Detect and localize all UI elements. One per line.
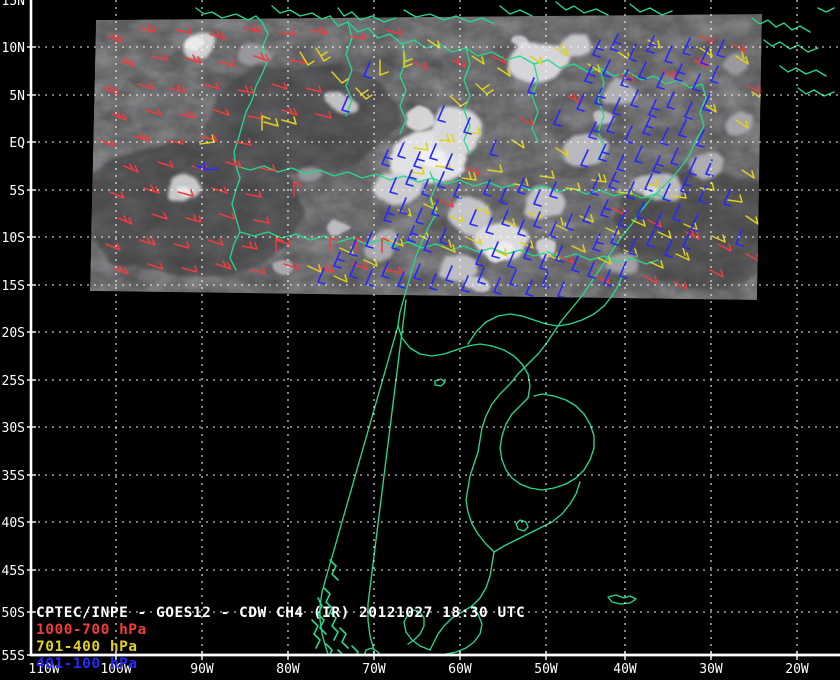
legend-entry-high: 401-100 hPa (36, 656, 138, 672)
x-tick-110W: 110W (28, 662, 59, 677)
gridlines (31, 0, 839, 655)
y-axis-tick-labels: 15N 10N 5N EQ 5S 10S 15S 20S 25S 30S 35S… (2, 0, 26, 664)
legend-entry-mid: 701-400 hPa (36, 639, 138, 655)
y-tick-15S: 15S (2, 279, 25, 294)
y-tick-15N: 15N (2, 0, 25, 9)
cloud-cluster-group-b (174, 38, 659, 293)
x-tick-30W: 30W (699, 662, 723, 677)
x-tick-60W: 60W (448, 662, 472, 677)
product-title: CPTEC/INPE - GOES12 - CDW CH4 (IR) 20121… (36, 605, 525, 621)
latitude-gridlines (31, 46, 839, 613)
y-tick-50S: 50S (2, 606, 25, 621)
x-tick-90W: 90W (190, 662, 214, 677)
ir-satellite-swath (90, 14, 762, 300)
legend-block: CPTEC/INPE - GOES12 - CDW CH4 (IR) 20121… (36, 605, 525, 672)
y-tick-35S: 35S (2, 469, 25, 484)
x-tick-20W: 20W (785, 662, 809, 677)
y-tick-EQ: EQ (9, 136, 25, 151)
y-tick-30S: 30S (2, 421, 25, 436)
wind-barbs-mid-701-400hPa (199, 39, 762, 283)
y-tick-25S: 25S (2, 374, 25, 389)
y-tick-10N: 10N (2, 41, 25, 56)
y-tick-45S: 45S (2, 564, 25, 579)
x-tick-80W: 80W (276, 662, 300, 677)
wind-barbs-high-401-100hPa (195, 33, 744, 299)
x-axis-tick-labels: 110W 100W 90W 80W 70W 60W 50W 40W 30W 20… (28, 662, 809, 677)
legend-entry-low: 1000-700 hPa (36, 622, 147, 638)
x-tick-40W: 40W (613, 662, 637, 677)
y-tick-20S: 20S (2, 326, 25, 341)
y-tick-5N: 5N (9, 89, 25, 104)
x-tick-50W: 50W (534, 662, 558, 677)
y-tick-5S: 5S (9, 184, 25, 199)
y-tick-40S: 40S (2, 516, 25, 531)
y-tick-10S: 10S (2, 231, 25, 246)
x-tick-70W: 70W (362, 662, 386, 677)
y-tick-55S: 55S (2, 649, 25, 664)
x-tick-100W: 100W (100, 662, 131, 677)
